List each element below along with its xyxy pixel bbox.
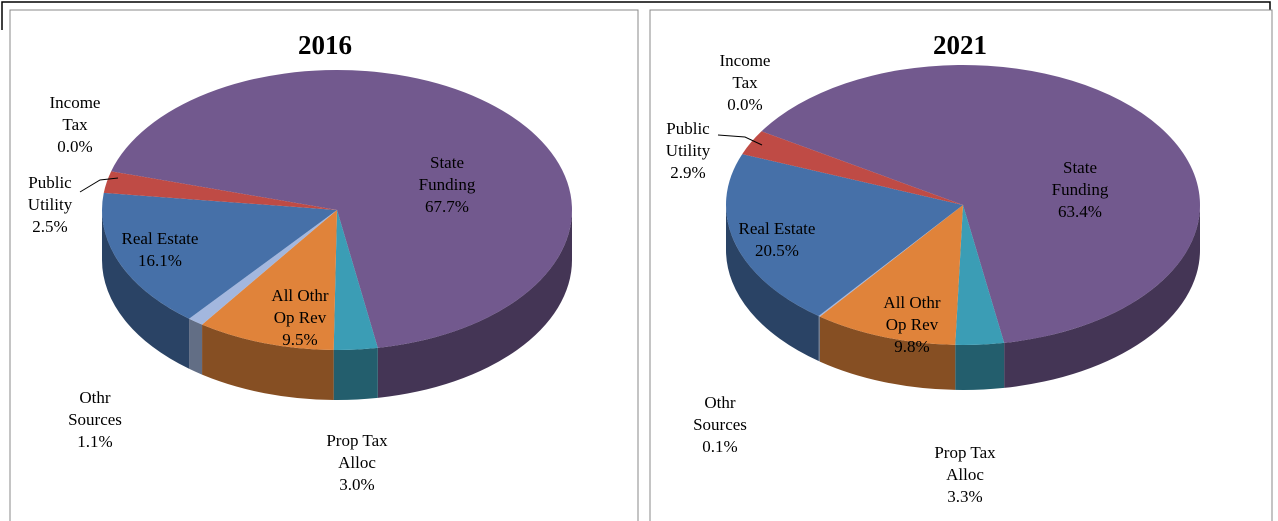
pie-side bbox=[377, 210, 572, 398]
slice-name: All Othr Op Rev bbox=[271, 286, 329, 327]
pie-slice bbox=[725, 154, 963, 317]
slice-name: Public Utility bbox=[665, 119, 711, 160]
slice-name: Othr Sources bbox=[693, 393, 747, 434]
data-label: Public Utility 2.5% bbox=[20, 172, 80, 238]
pie-slice bbox=[761, 64, 1200, 343]
leader-line bbox=[79, 177, 119, 193]
slice-name: Income Tax bbox=[49, 93, 101, 134]
slice-value: 1.1% bbox=[77, 432, 113, 451]
pie-slice bbox=[111, 69, 572, 348]
slice-value: 2.9% bbox=[670, 163, 706, 182]
pie-side bbox=[819, 316, 956, 390]
data-label: All Othr Op Rev 9.5% bbox=[270, 285, 330, 351]
pie-side bbox=[101, 210, 190, 369]
data-label: Public Utility 2.9% bbox=[658, 118, 718, 184]
slice-value: 20.5% bbox=[755, 241, 799, 260]
data-label: All Othr Op Rev 9.8% bbox=[882, 292, 942, 358]
slice-value: 0.1% bbox=[702, 437, 738, 456]
data-label: Income Tax 0.0% bbox=[45, 92, 105, 158]
pie-side bbox=[955, 342, 1005, 391]
pie-side bbox=[726, 205, 819, 362]
slice-value: 9.8% bbox=[894, 337, 930, 356]
slice-name: Real Estate bbox=[121, 229, 199, 248]
chart-title: 2016 bbox=[298, 30, 352, 60]
slice-value: 0.0% bbox=[57, 137, 93, 156]
pie-slice bbox=[103, 171, 337, 210]
pie-side bbox=[189, 318, 203, 375]
pie-slice bbox=[818, 205, 963, 317]
slice-value: 2.5% bbox=[32, 217, 68, 236]
data-label: Prop Tax Alloc 3.3% bbox=[920, 442, 1010, 508]
pie-side bbox=[333, 347, 378, 400]
pie-side bbox=[202, 324, 334, 400]
slice-value: 3.3% bbox=[947, 487, 983, 506]
slice-value: 0.0% bbox=[727, 95, 763, 114]
pie-side bbox=[818, 316, 820, 362]
slice-name: Public Utility bbox=[27, 173, 73, 214]
slice-name: State Funding bbox=[418, 153, 476, 194]
slice-name: Prop Tax Alloc bbox=[326, 431, 388, 472]
slice-name: Income Tax bbox=[719, 51, 771, 92]
slice-value: 3.0% bbox=[339, 475, 375, 494]
chart-title: 2021 bbox=[933, 30, 987, 60]
pie-slice bbox=[742, 131, 963, 205]
slice-name: Real Estate bbox=[738, 219, 816, 238]
pie-slice bbox=[101, 192, 337, 319]
leader-line bbox=[717, 134, 763, 146]
slice-value: 9.5% bbox=[282, 330, 318, 349]
pie-slice bbox=[333, 210, 378, 350]
data-label: Othr Sources 1.1% bbox=[60, 387, 130, 453]
slice-name: Othr Sources bbox=[68, 388, 122, 429]
data-label: Real Estate 20.5% bbox=[717, 218, 837, 262]
data-label: Real Estate 16.1% bbox=[100, 228, 220, 272]
pie-slice bbox=[202, 210, 337, 350]
pie-slice bbox=[761, 131, 963, 205]
data-label: State Funding 67.7% bbox=[407, 152, 487, 218]
slice-name: All Othr Op Rev bbox=[883, 293, 941, 334]
pie-side bbox=[1004, 205, 1200, 388]
slice-value: 67.7% bbox=[425, 197, 469, 216]
pie-slice bbox=[819, 205, 963, 345]
slice-name: State Funding bbox=[1051, 158, 1109, 199]
slice-name: Prop Tax Alloc bbox=[934, 443, 996, 484]
data-label: Income Tax 0.0% bbox=[715, 50, 775, 116]
pie-slice bbox=[955, 205, 1005, 345]
data-label: Prop Tax Alloc 3.0% bbox=[312, 430, 402, 496]
slice-value: 63.4% bbox=[1058, 202, 1102, 221]
data-label: State Funding 63.4% bbox=[1040, 157, 1120, 223]
data-label: Othr Sources 0.1% bbox=[685, 392, 755, 458]
pie-slice bbox=[189, 210, 337, 325]
slice-value: 16.1% bbox=[138, 251, 182, 270]
